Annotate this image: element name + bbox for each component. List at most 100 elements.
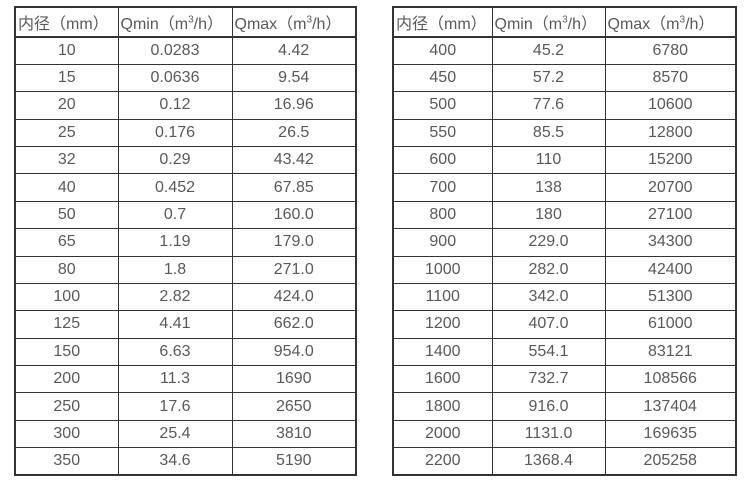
header-row: 内径（mm） Qmin（m3/h） Qmax（m 3/h）: [392, 6, 737, 38]
header-text: /h）: [312, 16, 342, 33]
inner-diameter-cell: 40: [14, 173, 119, 202]
table-row: 300 25.4 3810: [14, 419, 357, 449]
table-body: 400 45.2 6780 450 57.2 8570 500 77.6 10600 550 85.…: [392, 36, 737, 476]
inner-diameter-cell: 32: [14, 145, 119, 175]
inner-diameter-cell: 80: [14, 255, 119, 284]
inner-diameter-cell: 400: [392, 36, 493, 65]
qmin-cell: 17.6: [117, 392, 233, 421]
qmax-cell: 42400: [604, 255, 737, 284]
table-row: 1000 282.0 42400: [392, 255, 737, 284]
inner-diameter-cell: 25: [14, 118, 119, 148]
table-row: 350 34.6 5190: [14, 447, 357, 476]
col-header-inner-diameter: 内径（mm）: [392, 6, 493, 38]
table-row: 1100 342.0 51300: [392, 282, 737, 312]
table-row: 40 0.452 67.85: [14, 173, 357, 202]
header-text: Qmin（m: [494, 16, 563, 33]
qmin-cell: 4.41: [117, 310, 233, 339]
qmax-cell: 26.5: [231, 118, 357, 148]
qmin-cell: 282.0: [491, 255, 606, 284]
inner-diameter-cell: 200: [14, 364, 119, 394]
qmin-cell: 1131.0: [491, 419, 606, 449]
inner-diameter-cell: 300: [14, 419, 119, 449]
inner-diameter-cell: 1100: [392, 282, 493, 312]
header-text: /h）: [193, 16, 223, 33]
inner-diameter-cell: 65: [14, 228, 119, 257]
qmin-cell: 180: [491, 200, 606, 230]
qmin-cell: 57.2: [491, 63, 606, 93]
qmin-cell: 0.0636: [117, 63, 233, 93]
qmin-cell: 45.2: [491, 36, 606, 65]
qmax-cell: 9.54: [231, 63, 357, 93]
qmax-cell: 954.0: [231, 337, 357, 367]
inner-diameter-cell: 20: [14, 91, 119, 120]
header-text: Qmax（m: [607, 16, 680, 33]
table-row: 1400 554.1 83121: [392, 337, 737, 367]
header-text: 内径（mm）: [396, 16, 487, 33]
table-row: 1800 916.0 137404: [392, 392, 737, 421]
header-superscript: 3: [306, 14, 313, 26]
table-row: 200 11.3 1690: [14, 364, 357, 394]
qmax-cell: 5190: [231, 447, 357, 476]
qmax-cell: 61000: [604, 310, 737, 339]
qmin-cell: 916.0: [491, 392, 606, 421]
qmax-cell: 137404: [604, 392, 737, 421]
qmax-cell: 51300: [604, 282, 737, 312]
qmax-cell: 169635: [604, 419, 737, 449]
qmax-cell: 424.0: [231, 282, 357, 312]
qmax-cell: 43.42: [231, 145, 357, 175]
table-row: 150 6.63 954.0: [14, 337, 357, 367]
qmin-cell: 342.0: [491, 282, 606, 312]
col-header-qmin: Qmin（m3/h）: [491, 6, 606, 38]
qmax-cell: 83121: [604, 337, 737, 367]
qmin-cell: 11.3: [117, 364, 233, 394]
qmax-cell: 271.0: [231, 255, 357, 284]
table-row: 2000 1131.0 169635: [392, 419, 737, 449]
inner-diameter-cell: 550: [392, 118, 493, 148]
qmin-cell: 0.7: [117, 200, 233, 230]
inner-diameter-cell: 1000: [392, 255, 493, 284]
header-text: /h）: [567, 16, 597, 33]
inner-diameter-cell: 800: [392, 200, 493, 230]
qmin-cell: 229.0: [491, 228, 606, 257]
header-text: /h）: [685, 16, 715, 33]
flow-table-small-diameters: 内径（mm） Qmin（m3/h） Qmax（m3/h） 10 0.0283 4.4…: [14, 6, 357, 476]
qmax-cell: 108566: [604, 364, 737, 394]
table-row: 550 85.5 12800: [392, 118, 737, 148]
table-row: 100 2.82 424.0: [14, 282, 357, 312]
table-row: 65 1.19 179.0: [14, 228, 357, 257]
qmin-cell: 85.5: [491, 118, 606, 148]
qmax-cell: 3810: [231, 419, 357, 449]
col-header-qmin: Qmin（m3/h）: [117, 6, 233, 38]
qmax-cell: 205258: [604, 447, 737, 476]
table-row: 80 1.8 271.0: [14, 255, 357, 284]
qmin-cell: 0.0283: [117, 36, 233, 65]
qmin-cell: 110: [491, 145, 606, 175]
table-row: 600 110 15200: [392, 145, 737, 175]
inner-diameter-cell: 1400: [392, 337, 493, 367]
header-superscript: 3: [562, 14, 568, 26]
qmax-cell: 67.85: [231, 173, 357, 202]
qmin-cell: 1.19: [117, 228, 233, 257]
header-row: 内径（mm） Qmin（m3/h） Qmax（m3/h）: [14, 6, 357, 38]
table-body: 10 0.0283 4.42 15 0.0636 9.54 20 0.12 16.96 25 0.1…: [14, 36, 357, 476]
inner-diameter-cell: 1200: [392, 310, 493, 339]
qmin-cell: 1.8: [117, 255, 233, 284]
inner-diameter-cell: 100: [14, 282, 119, 312]
qmin-cell: 0.452: [117, 173, 233, 202]
table-row: 700 138 20700: [392, 173, 737, 202]
qmin-cell: 0.12: [117, 91, 233, 120]
header-superscript: 3: [188, 14, 194, 26]
table-row: 25 0.176 26.5: [14, 118, 357, 148]
qmax-cell: 27100: [604, 200, 737, 230]
qmin-cell: 407.0: [491, 310, 606, 339]
qmax-cell: 16.96: [231, 91, 357, 120]
inner-diameter-cell: 10: [14, 36, 119, 65]
qmin-cell: 554.1: [491, 337, 606, 367]
table-row: 250 17.6 2650: [14, 392, 357, 421]
table-row: 50 0.7 160.0: [14, 200, 357, 230]
inner-diameter-cell: 125: [14, 310, 119, 339]
col-header-inner-diameter: 内径（mm）: [14, 6, 119, 38]
qmax-cell: 12800: [604, 118, 737, 148]
qmin-cell: 77.6: [491, 91, 606, 120]
